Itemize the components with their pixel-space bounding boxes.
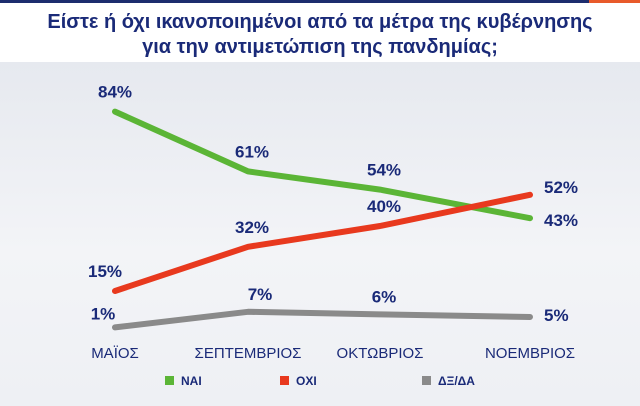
series-line-0 [112, 108, 533, 222]
data-label: 1% [91, 304, 116, 323]
x-tick-label: ΟΚΤΩΒΡΙΟΣ [337, 345, 424, 362]
data-label: 15% [88, 262, 122, 281]
data-label: 5% [544, 306, 569, 325]
legend-label: ΔΞ/ΔΑ [438, 374, 475, 388]
x-tick-label: ΝΟΕΜΒΡΙΟΣ [485, 345, 575, 362]
chart-title-line-2: για την αντιμετώπιση της πανδημίας; [142, 36, 498, 58]
data-label: 43% [544, 211, 578, 230]
series-line-1 [112, 191, 533, 294]
data-label: 7% [248, 285, 273, 304]
data-label: 40% [367, 197, 401, 216]
series-line-2 [112, 308, 533, 331]
x-tick-label: ΜΑΪΟΣ [91, 345, 139, 362]
chart-title-line-1: Είστε ή όχι ικανοποιημένοι από τα μέτρα … [47, 11, 593, 33]
legend-label: ΟΧΙ [296, 374, 317, 388]
data-label: 32% [235, 218, 269, 237]
data-label: 54% [367, 161, 401, 180]
data-label: 52% [544, 178, 578, 197]
legend-swatch [280, 376, 289, 385]
data-label: 6% [372, 287, 397, 306]
data-label: 61% [235, 142, 269, 161]
data-label: 84% [98, 83, 132, 102]
legend-swatch [422, 376, 431, 385]
chart-title: Είστε ή όχι ικανοποιημένοι από τα μέτρα … [0, 4, 640, 62]
legend-label: ΝΑΙ [181, 374, 202, 388]
top-accent-bar [0, 0, 640, 3]
legend-swatch [165, 376, 174, 385]
x-tick-label: ΣΕΠΤΕΜΒΡΙΟΣ [195, 345, 302, 362]
